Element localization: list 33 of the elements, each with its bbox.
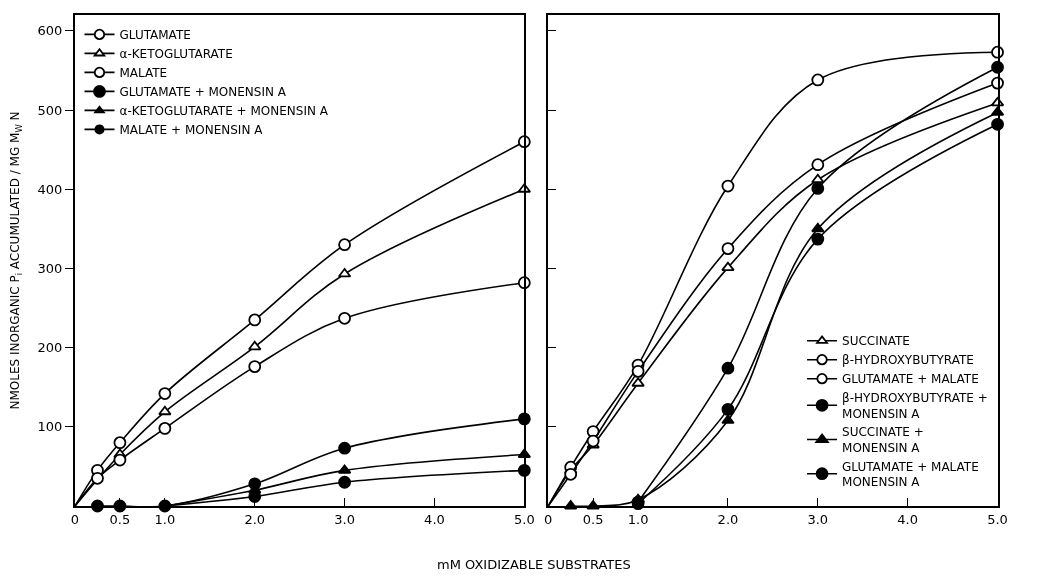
y-tick-label: 400 — [37, 181, 63, 197]
legend-label: GLUTAMATE + MALATE — [842, 372, 979, 387]
y-tick-label: 100 — [37, 419, 63, 435]
legend-label: α-KETOGLUTARATE + MONENSIN A — [119, 104, 329, 119]
x-tick-label: 3.0 — [807, 511, 829, 527]
x-tick-label: 2.0 — [244, 511, 266, 527]
y-tick-label: 300 — [37, 260, 63, 276]
x-tick-label: 0.5 — [109, 511, 131, 527]
x-tick-label: 4.0 — [424, 511, 445, 527]
legend-label: MALATE + MONENSIN A — [119, 123, 264, 138]
x-tick-label: 3.0 — [334, 511, 355, 527]
x-tick-label: 0.5 — [582, 511, 604, 527]
x-axis-title: mM OXIDIZABLE SUBSTRATES — [437, 557, 631, 572]
x-tick-label: 0 — [70, 511, 80, 527]
x-tick-label: 1.0 — [627, 511, 649, 527]
legend-label: GLUTAMATE — [119, 28, 191, 43]
x-tick-label: 2.0 — [717, 511, 739, 527]
y-tick-label: 200 — [37, 340, 63, 356]
y-tick-label: 500 — [37, 102, 63, 118]
legend-label: SUCCINATE + MONENSIN A — [842, 425, 924, 455]
legend-label: GLUTAMATE + MONENSIN A — [119, 85, 287, 100]
legend-label: β-HYDROXYBUTYRATE — [842, 353, 974, 368]
legend-label: β-HYDROXYBUTYRATE + MONENSIN A — [842, 391, 988, 421]
x-tick-label: 5.0 — [987, 511, 1008, 527]
x-tick-label: 5.0 — [513, 511, 535, 527]
legend-label: MALATE — [119, 66, 168, 81]
legend-label: GLUTAMATE + MALATE MONENSIN A — [842, 459, 979, 490]
x-tick-label: 4.0 — [897, 511, 919, 527]
legend-label: α-KETOGLUTARATE — [119, 47, 233, 62]
legend-label: SUCCINATE — [842, 334, 910, 349]
y-tick-label: 600 — [37, 23, 63, 39]
x-tick-label: 1.0 — [154, 511, 176, 527]
x-tick-label: 0 — [544, 511, 553, 527]
